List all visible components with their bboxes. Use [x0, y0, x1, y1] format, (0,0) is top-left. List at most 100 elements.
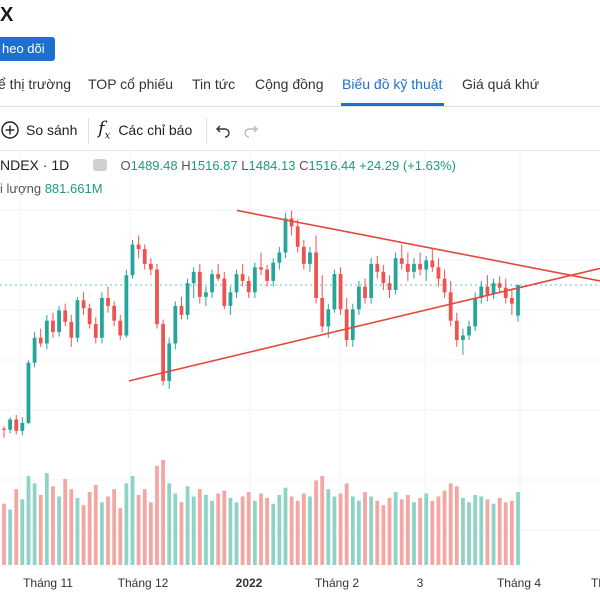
- candle-body: [448, 292, 453, 321]
- candle-body: [44, 320, 49, 344]
- tab-community[interactable]: Cộng đồng: [255, 76, 324, 92]
- compare-button[interactable]: So sánh: [0, 112, 77, 148]
- volume-bar: [32, 483, 37, 565]
- visibility-toggle-icon[interactable]: [93, 159, 107, 171]
- candle-body: [93, 324, 98, 338]
- candle-body: [222, 278, 227, 306]
- volume-bar: [301, 493, 306, 565]
- volume-bar: [350, 496, 355, 565]
- volume-bar: [289, 496, 294, 565]
- price-chart[interactable]: Tháng 11 Tháng 12 2022 Tháng 2 3 Tháng 4 Th: [0, 150, 600, 600]
- tab-market[interactable]: ể thị trường: [0, 76, 72, 92]
- x-tick-label: Tháng 12: [118, 576, 169, 590]
- volume-bar: [204, 495, 208, 565]
- volume-bar: [283, 487, 288, 565]
- tab-price-history[interactable]: Giá quá khứ: [462, 76, 540, 92]
- volume-bar: [271, 503, 276, 565]
- tab-technical-chart[interactable]: Biểu đồ kỹ thuật: [342, 76, 443, 92]
- candle-body: [51, 320, 55, 333]
- follow-button[interactable]: heo dõi: [0, 37, 55, 61]
- volume-bar: [473, 495, 478, 565]
- volume-bar: [57, 496, 61, 565]
- volume-bar: [69, 489, 74, 565]
- volume-bar: [148, 502, 153, 565]
- volume-bar: [112, 489, 117, 565]
- candle-body: [204, 292, 208, 297]
- candle-body: [179, 305, 184, 315]
- volume-bar: [516, 492, 520, 565]
- volume-bar: [26, 476, 31, 565]
- candle-body: [271, 262, 276, 281]
- trendlines: [128, 209, 600, 382]
- indicators-button[interactable]: fx Các chỉ báo: [98, 112, 192, 148]
- candle-body: [381, 271, 386, 284]
- candle-body: [491, 283, 496, 295]
- candle-body: [479, 286, 484, 298]
- trendline: [236, 209, 600, 282]
- volume-bar: [320, 476, 325, 565]
- volume-legend: i lượng 881.661M: [0, 181, 103, 196]
- low-value: 1484.13: [248, 158, 296, 173]
- candle-body: [63, 310, 68, 322]
- candle-body: [375, 263, 380, 272]
- volume-bar: [44, 473, 49, 565]
- tab-top-stocks[interactable]: TOP cổ phiếu: [88, 76, 174, 92]
- tab-news[interactable]: Tin tức: [192, 76, 236, 92]
- volume-bar: [20, 499, 25, 565]
- close-label: C: [299, 158, 309, 173]
- volume-bar: [179, 502, 184, 565]
- volume-bar: [295, 500, 300, 565]
- candle-body: [516, 284, 520, 316]
- candle-body: [350, 309, 355, 340]
- candle-body: [259, 267, 263, 270]
- candle-body: [283, 218, 288, 253]
- volume-bar: [87, 492, 92, 565]
- candle-body: [424, 260, 429, 270]
- candle-body: [295, 226, 300, 247]
- x-axis-ticks: Tháng 11 Tháng 12 2022 Tháng 2 3 Tháng 4 Th: [23, 576, 600, 590]
- candle-body: [161, 324, 165, 381]
- volume-bar: [8, 509, 13, 565]
- candle-body: [326, 309, 331, 327]
- page-title: X: [0, 4, 14, 26]
- volume-bar: [387, 497, 392, 565]
- candle-body: [357, 286, 361, 310]
- volume-bar: [265, 497, 270, 565]
- volume-bar: [155, 465, 159, 565]
- x-tick-label: 3: [417, 576, 424, 590]
- candle-body: [461, 335, 465, 340]
- candle-body: [320, 297, 325, 327]
- candle-body: [246, 280, 251, 293]
- candle-body: [497, 283, 502, 288]
- open-label: O: [120, 158, 131, 173]
- candle-body: [26, 362, 31, 423]
- volume-bar: [479, 496, 484, 565]
- x-tick-label: Tháng 2: [315, 576, 359, 590]
- candle-body: [485, 286, 490, 295]
- candle-body: [14, 419, 19, 431]
- candle-body: [442, 278, 447, 293]
- chart-toolbar: So sánh fx Các chỉ báo: [0, 112, 600, 151]
- volume-bar: [38, 495, 43, 565]
- plus-circle-icon: [1, 121, 19, 139]
- candle-body: [38, 337, 43, 344]
- volume-bar: [412, 502, 416, 565]
- candle-body: [277, 252, 282, 263]
- volume-bar: [467, 502, 471, 565]
- low-label: L: [241, 158, 249, 173]
- candle-body: [191, 271, 196, 284]
- volume-bar: [14, 489, 19, 565]
- undo-icon: [216, 125, 230, 138]
- candle-body: [216, 274, 221, 279]
- compare-label: So sánh: [26, 122, 78, 138]
- redo-button[interactable]: [242, 112, 260, 148]
- volume-label: i lượng: [0, 181, 42, 196]
- candle-body: [344, 309, 349, 340]
- candle-body: [418, 263, 422, 270]
- candle-body: [301, 246, 306, 264]
- volume-bar: [228, 497, 233, 565]
- undo-button[interactable]: [214, 112, 232, 148]
- candle-body: [412, 263, 416, 272]
- volume-bar: [118, 508, 123, 565]
- candle-body: [106, 297, 110, 306]
